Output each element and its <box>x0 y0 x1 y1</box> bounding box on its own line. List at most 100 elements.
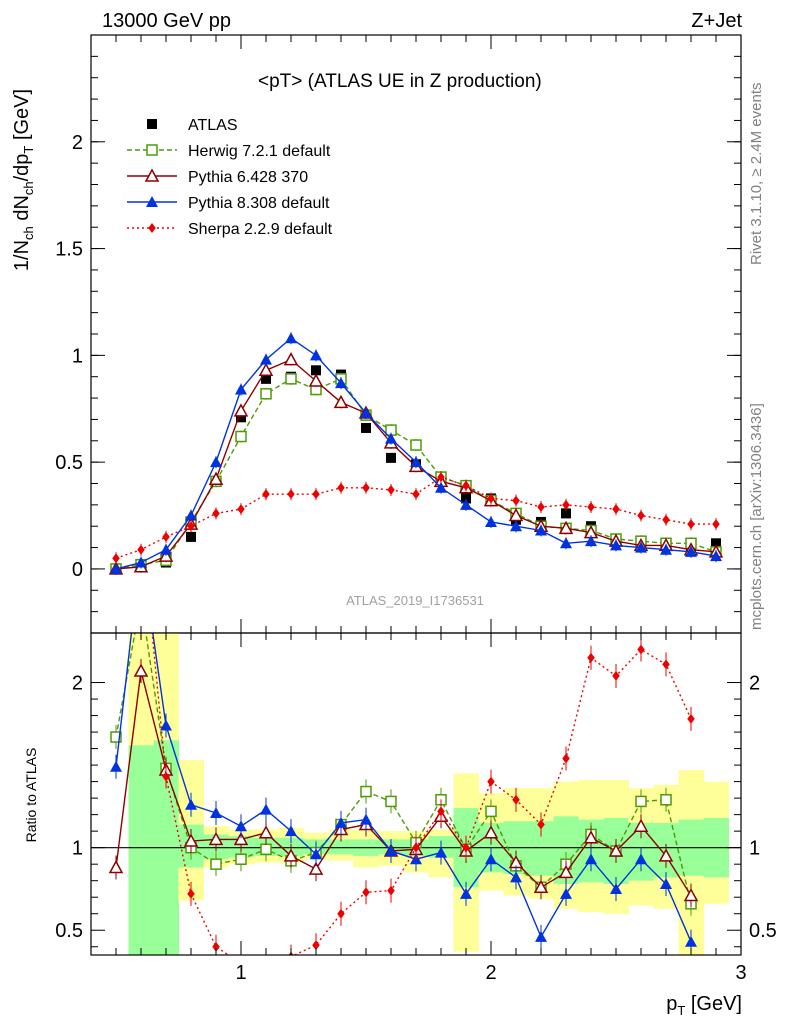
data-point <box>162 531 170 542</box>
data-point <box>412 489 420 500</box>
data-point <box>262 962 270 972</box>
data-point <box>233 403 249 417</box>
data-point <box>287 489 295 500</box>
data-point <box>285 332 297 344</box>
analysis-id: ATLAS_2019_I1736531 <box>346 593 484 608</box>
data-point <box>210 456 222 468</box>
data-point <box>512 495 520 506</box>
data-point <box>562 753 570 764</box>
ratio-y-axis-label: Ratio to ATLAS <box>23 748 39 843</box>
data-point <box>637 644 645 655</box>
data-point <box>212 508 220 519</box>
legend-marker <box>146 144 158 156</box>
data-point <box>385 432 397 444</box>
data-point <box>333 394 349 409</box>
data-point <box>237 504 245 515</box>
data-point <box>285 373 297 385</box>
data-point <box>235 430 247 443</box>
data-point <box>187 521 195 532</box>
x-axis-label: pT [GeV] <box>666 993 742 1018</box>
data-point <box>283 848 299 862</box>
data-point <box>660 794 672 806</box>
data-point <box>608 843 624 857</box>
x-tick-label: 2 <box>485 962 496 984</box>
data-point <box>361 422 371 433</box>
x-tick-label: 3 <box>735 962 746 984</box>
data-point <box>687 713 695 724</box>
data-point <box>112 553 120 564</box>
data-point <box>283 352 299 366</box>
data-point <box>460 498 472 510</box>
data-point <box>335 816 347 828</box>
data-point <box>662 659 670 670</box>
data-point <box>360 813 372 825</box>
data-point <box>310 349 322 361</box>
data-point <box>660 543 672 555</box>
legend: ATLAS Herwig 7.2.1 default Pythia 6.428 37… <box>127 117 333 238</box>
data-point <box>112 512 120 522</box>
data-point <box>537 819 545 830</box>
data-point <box>487 493 495 504</box>
data-point <box>337 482 345 493</box>
data-point <box>635 541 647 553</box>
legend-label: Herwig 7.2.1 default <box>188 143 331 160</box>
main-plot-area <box>108 332 724 575</box>
data-point <box>262 489 270 500</box>
data-point <box>512 794 520 805</box>
data-point <box>583 830 599 844</box>
y-tick-label-right: 1 <box>749 838 760 860</box>
legend-marker <box>146 196 158 207</box>
data-point <box>587 652 595 663</box>
data-point <box>236 412 246 423</box>
header-energy: 13000 GeV pp <box>102 10 231 32</box>
band-green <box>128 745 154 955</box>
data-point <box>233 831 249 846</box>
data-point <box>311 365 321 376</box>
data-point <box>485 853 497 865</box>
chart-title: <pT> (ATLAS UE in Z production) <box>258 71 542 92</box>
data-point <box>387 484 395 495</box>
data-point <box>412 842 420 853</box>
data-point <box>535 524 547 536</box>
data-point <box>362 482 370 493</box>
data-point <box>660 877 672 889</box>
data-point <box>585 853 597 865</box>
data-point <box>210 858 222 870</box>
ratio-panel: 0.5 0.5 1 1 2 2 1 2 3 <box>55 512 777 984</box>
y-tick-label: 1.5 <box>55 239 83 261</box>
data-point <box>711 538 721 549</box>
data-point <box>510 520 522 532</box>
data-point <box>437 806 445 817</box>
data-point <box>612 504 620 515</box>
data-point <box>386 452 396 463</box>
data-point <box>385 795 397 808</box>
data-point <box>461 493 471 504</box>
legend-label: ATLAS <box>188 117 238 134</box>
data-point <box>535 930 547 942</box>
data-point <box>187 888 195 899</box>
legend-item: Sherpa 2.2.9 default <box>127 221 333 238</box>
data-point <box>137 544 145 555</box>
data-point <box>460 887 472 899</box>
data-point <box>483 825 499 839</box>
data-point <box>183 833 199 847</box>
data-point <box>210 806 222 818</box>
data-point <box>135 556 147 568</box>
data-point <box>485 515 497 527</box>
data-point <box>185 509 197 521</box>
data-point <box>260 353 272 365</box>
series-herwig-7-2-1-default <box>110 372 722 575</box>
data-point <box>335 377 347 389</box>
data-point <box>258 825 274 839</box>
data-point <box>235 853 247 865</box>
data-point <box>337 908 345 919</box>
legend-label: Pythia 6.428 370 <box>188 169 308 186</box>
series-line <box>115 377 717 570</box>
data-point <box>485 805 497 818</box>
y-tick-label: 1 <box>72 838 83 860</box>
data-point <box>186 531 196 542</box>
data-point <box>462 842 470 853</box>
data-point <box>712 519 720 530</box>
data-point <box>385 844 397 856</box>
legend-item: Pythia 8.308 default <box>127 195 330 212</box>
